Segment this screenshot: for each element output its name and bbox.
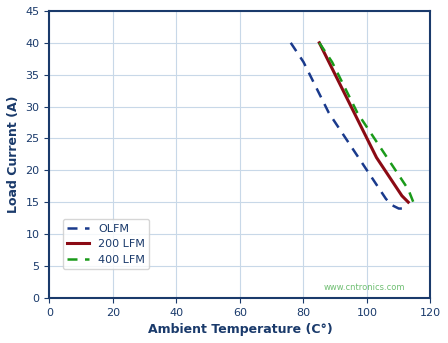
Legend: OLFM, 200 LFM, 400 LFM: OLFM, 200 LFM, 400 LFM — [63, 219, 149, 269]
X-axis label: Ambient Temperature (C°): Ambient Temperature (C°) — [147, 323, 332, 336]
Y-axis label: Load Current (A): Load Current (A) — [7, 96, 20, 213]
Text: www.cntronics.com: www.cntronics.com — [324, 283, 405, 292]
